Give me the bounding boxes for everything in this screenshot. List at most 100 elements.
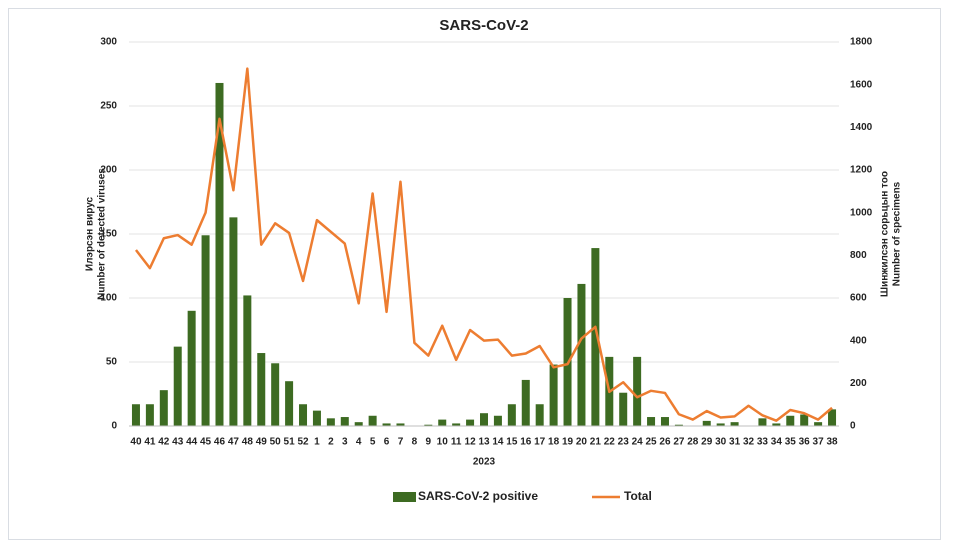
- x-tick-label: 7: [398, 437, 404, 448]
- bar: [215, 82, 224, 427]
- x-tick-label: 43: [172, 437, 184, 448]
- bar: [660, 417, 669, 426]
- x-tick-label: 33: [757, 437, 769, 448]
- bar: [730, 422, 739, 426]
- bar: [396, 423, 405, 426]
- bar: [243, 295, 252, 426]
- x-tick-label: 37: [813, 437, 825, 448]
- bar: [480, 413, 488, 426]
- x-tick-label: 1: [314, 437, 320, 448]
- legend-swatch: [393, 492, 416, 502]
- bar: [229, 217, 238, 426]
- y-tick-label: 300: [100, 37, 117, 48]
- x-tick-label: 16: [520, 437, 532, 448]
- x-tick-label: 30: [715, 437, 727, 448]
- bar: [633, 356, 642, 426]
- x-tick-label: 29: [701, 437, 713, 448]
- x-tick-label: 20: [576, 437, 588, 448]
- bar: [271, 363, 280, 426]
- bar: [535, 404, 544, 426]
- y2-tick-label: 600: [850, 293, 867, 304]
- x-tick-label: 23: [618, 437, 630, 448]
- y2-tick-label: 200: [850, 378, 867, 389]
- y2-axis-label: Number of specimens: [892, 181, 903, 286]
- y-tick-label: 200: [100, 165, 117, 176]
- x-tick-label: 10: [437, 437, 449, 448]
- line: [134, 67, 833, 422]
- bar: [159, 390, 168, 426]
- bar: [493, 415, 502, 426]
- bar: [772, 423, 781, 426]
- x-tick-label: 40: [130, 437, 142, 448]
- bar: [173, 346, 182, 426]
- x-tick-label: 12: [465, 437, 477, 448]
- bar: [521, 379, 530, 426]
- x-tick-label: 32: [743, 437, 755, 448]
- bar: [786, 415, 795, 426]
- bar: [257, 353, 266, 426]
- x-tick-label: 52: [297, 437, 309, 448]
- bar: [354, 422, 363, 426]
- y-tick-label: 50: [106, 357, 118, 368]
- x-tick-label: 48: [242, 437, 254, 448]
- bar: [758, 418, 767, 426]
- bar: [828, 409, 837, 426]
- bar: [619, 392, 628, 426]
- bar: [424, 424, 433, 426]
- y-axis-label: Number of detected viruses: [97, 168, 108, 300]
- bar: [145, 404, 154, 426]
- x-tick-label: 42: [158, 437, 170, 448]
- y-tick-label: 250: [100, 101, 117, 112]
- bar: [577, 283, 586, 426]
- x-tick-label: 21: [590, 437, 602, 448]
- bar: [814, 422, 823, 426]
- x-tick-label: 46: [214, 437, 226, 448]
- x-tick-label: 3: [342, 437, 348, 448]
- bar: [647, 417, 656, 426]
- bar: [674, 424, 683, 426]
- x-tick-label: 35: [785, 437, 797, 448]
- chart-frame: [8, 8, 941, 540]
- x-tick-label: 6: [384, 437, 390, 448]
- y-tick-label: 0: [111, 421, 117, 432]
- y2-tick-label: 1400: [850, 122, 873, 133]
- x-tick-label: 38: [826, 437, 838, 448]
- x-tick-label: 26: [659, 437, 671, 448]
- y2-axis-label: Шинжилсэн сорьцын тоо: [880, 171, 891, 297]
- bar: [452, 423, 461, 426]
- bar: [702, 420, 711, 426]
- x-tick-label: 25: [645, 437, 657, 448]
- x-tick-label: 28: [687, 437, 699, 448]
- x-tick-label: 50: [270, 437, 282, 448]
- bar: [326, 418, 335, 426]
- x-tick-label: 49: [256, 437, 268, 448]
- bar: [438, 419, 447, 426]
- x-tick-label: 13: [478, 437, 490, 448]
- x-tick-label: 8: [412, 437, 418, 448]
- y2-tick-label: 0: [850, 421, 856, 432]
- bar: [299, 404, 308, 426]
- y2-tick-label: 400: [850, 335, 867, 346]
- y2-tick-label: 1200: [850, 165, 873, 176]
- y2-tick-label: 1800: [850, 37, 873, 48]
- x-tick-label: 15: [506, 437, 518, 448]
- y2-tick-label: 800: [850, 250, 867, 261]
- x-tick-label: 41: [144, 437, 156, 448]
- x-tick-label: 14: [492, 437, 504, 448]
- y-axis-label: Илэрсэн вирус: [85, 196, 96, 271]
- x-tick-label: 5: [370, 437, 376, 448]
- x-tick-label: 9: [426, 437, 432, 448]
- bar: [466, 419, 475, 426]
- y2-tick-label: 1000: [850, 207, 873, 218]
- bar: [507, 404, 516, 426]
- bar: [340, 417, 349, 426]
- x-tick-label: 51: [284, 437, 296, 448]
- bar: [800, 414, 809, 426]
- x-tick-label: 11: [451, 437, 462, 448]
- x-tick-label: 2: [328, 437, 334, 448]
- x-tick-label: 19: [562, 437, 574, 448]
- bar: [131, 404, 140, 426]
- bar: [201, 235, 210, 426]
- x-tick-label: 24: [632, 437, 644, 448]
